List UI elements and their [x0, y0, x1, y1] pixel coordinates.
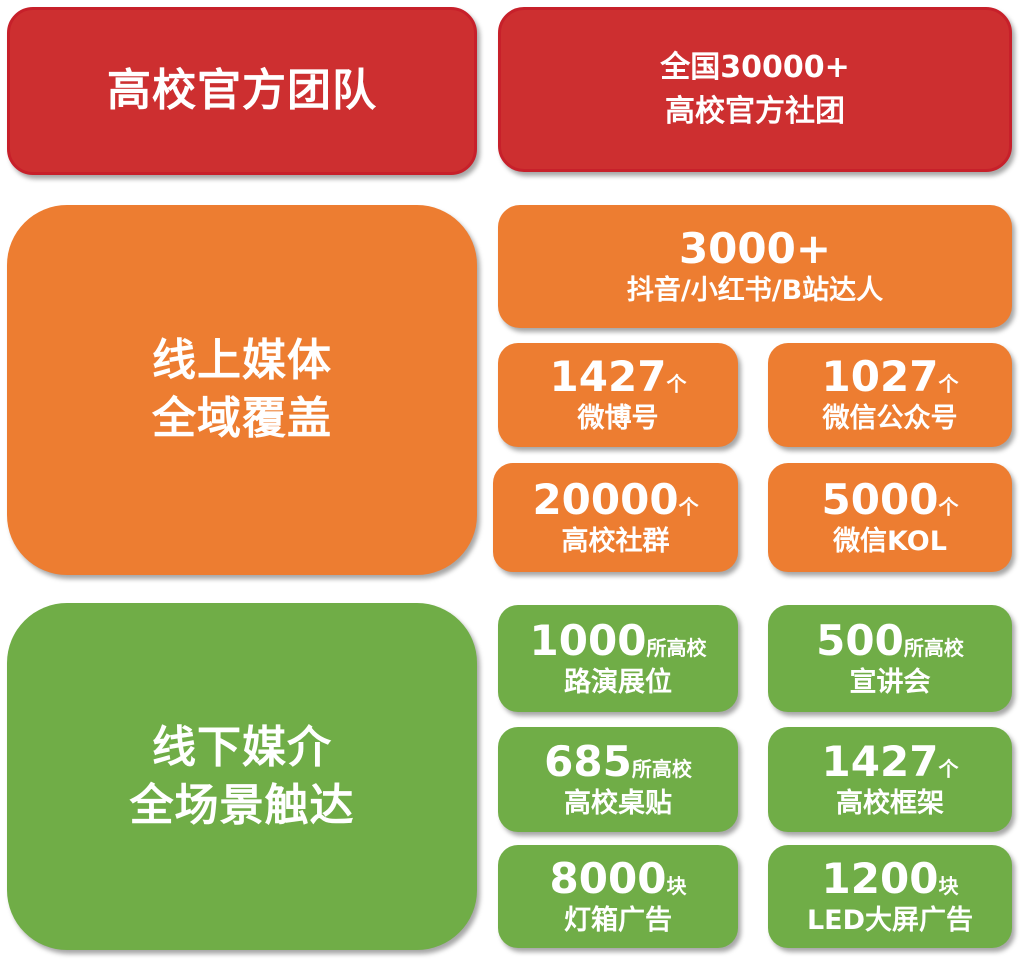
- stat-unit: 个: [678, 494, 699, 519]
- stat-label: 高校桌贴: [564, 787, 672, 819]
- stat-unit: 块: [938, 873, 959, 898]
- stat-value: 1027: [821, 352, 939, 401]
- stat-value: 8000: [549, 853, 667, 903]
- stat-value: 1200: [821, 853, 939, 903]
- team-title-card: 高校官方团队: [7, 7, 477, 175]
- stat-label: LED大屏广告: [806, 904, 974, 936]
- online-stat-card: 3000+ 抖音/小红书/B站达人: [498, 205, 1012, 328]
- offline-title-line2: 全场景触达: [129, 779, 355, 831]
- stat-value: 1000: [529, 615, 647, 665]
- offline-title-card: 线下媒介 全场景触达: [7, 603, 477, 950]
- stat-value: 1427: [821, 736, 939, 786]
- stat-label: 微信KOL: [833, 525, 947, 557]
- offline-stat-card: 1000所高校 路演展位: [498, 605, 738, 712]
- online-title-line1: 线上媒体: [152, 335, 332, 386]
- offline-stat-card: 1200块 LED大屏广告: [768, 845, 1012, 948]
- stat-label: 微博号: [577, 403, 659, 434]
- stat-value: 685: [544, 736, 632, 786]
- stat-value: 20000: [532, 474, 679, 524]
- stat-unit: 所高校: [631, 756, 692, 781]
- stat-unit: 所高校: [903, 635, 964, 660]
- stat-unit: 所高校: [646, 635, 707, 660]
- online-stat-card: 1427个 微博号: [498, 343, 738, 447]
- stat-unit: 块: [666, 873, 687, 898]
- stat-label: 高校社群: [561, 525, 670, 557]
- online-stat-card: 1027个 微信公众号: [768, 343, 1012, 447]
- online-stat-card: 5000个 微信KOL: [768, 463, 1012, 572]
- stat-label: 宣讲会: [849, 666, 931, 698]
- offline-title-line1: 线下媒介: [152, 721, 332, 773]
- team-title: 高校官方团队: [107, 65, 377, 116]
- stat-unit: 个: [666, 372, 687, 396]
- stat-label: 高校框架: [836, 787, 944, 819]
- offline-stat-card: 500所高校 宣讲会: [768, 605, 1012, 712]
- online-stat-card: 20000个 高校社群: [493, 463, 738, 572]
- stat-label: 抖音/小红书/B站达人: [626, 274, 884, 306]
- team-stat-line1: 全国30000+: [660, 49, 850, 85]
- stat-value: 1427: [549, 352, 667, 401]
- stat-unit: 个: [938, 756, 959, 781]
- offline-stat-card: 685所高校 高校桌贴: [498, 727, 738, 832]
- stat-label: 路演展位: [564, 666, 672, 698]
- team-stat-line2: 高校官方社团: [665, 93, 845, 129]
- stat-value: 500: [816, 615, 904, 665]
- offline-stat-card: 1427个 高校框架: [768, 727, 1012, 832]
- team-stat-card: 全国30000+ 高校官方社团: [498, 7, 1012, 172]
- stat-label: 微信公众号: [822, 403, 958, 434]
- online-title-card: 线上媒体 全域覆盖: [7, 205, 477, 575]
- online-title-line2: 全域覆盖: [152, 393, 332, 444]
- stat-value: 3000+: [678, 223, 832, 273]
- stat-label: 灯箱广告: [564, 904, 672, 936]
- stat-value: 5000: [821, 474, 939, 524]
- stat-unit: 个: [938, 372, 959, 396]
- offline-stat-card: 8000块 灯箱广告: [498, 845, 738, 948]
- stat-unit: 个: [938, 494, 959, 519]
